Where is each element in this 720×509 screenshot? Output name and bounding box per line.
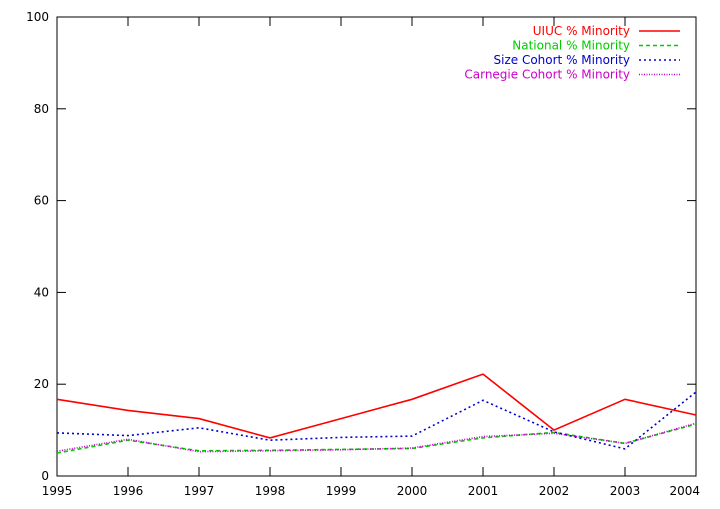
y-tick-label: 80 — [34, 102, 49, 116]
x-tick-label: 1998 — [255, 484, 286, 498]
y-tick-label: 20 — [34, 377, 49, 391]
series-line-1 — [57, 374, 696, 438]
plot-area-frame — [57, 17, 696, 476]
legend-label: Carnegie Cohort % Minority — [464, 68, 630, 82]
x-tick-label: 1996 — [113, 484, 144, 498]
x-tick-label: 1999 — [326, 484, 357, 498]
y-tick-label: 100 — [26, 10, 49, 24]
x-tick-label: 1995 — [42, 484, 73, 498]
series-line-2 — [57, 424, 696, 453]
x-tick-label: 2004 — [669, 484, 700, 498]
x-tick-label: 2002 — [539, 484, 570, 498]
x-tick-label: 1997 — [184, 484, 215, 498]
x-tick-label: 2000 — [397, 484, 428, 498]
series-line-3 — [57, 392, 696, 449]
y-tick-label: 0 — [41, 469, 49, 483]
y-tick-label: 60 — [34, 194, 49, 208]
y-tick-label: 40 — [34, 285, 49, 299]
legend-label: National % Minority — [512, 39, 630, 53]
x-tick-label: 2001 — [468, 484, 499, 498]
legend-label: Size Cohort % Minority — [494, 53, 631, 67]
x-tick-label: 2003 — [610, 484, 641, 498]
legend-label: UIUC % Minority — [533, 24, 630, 38]
